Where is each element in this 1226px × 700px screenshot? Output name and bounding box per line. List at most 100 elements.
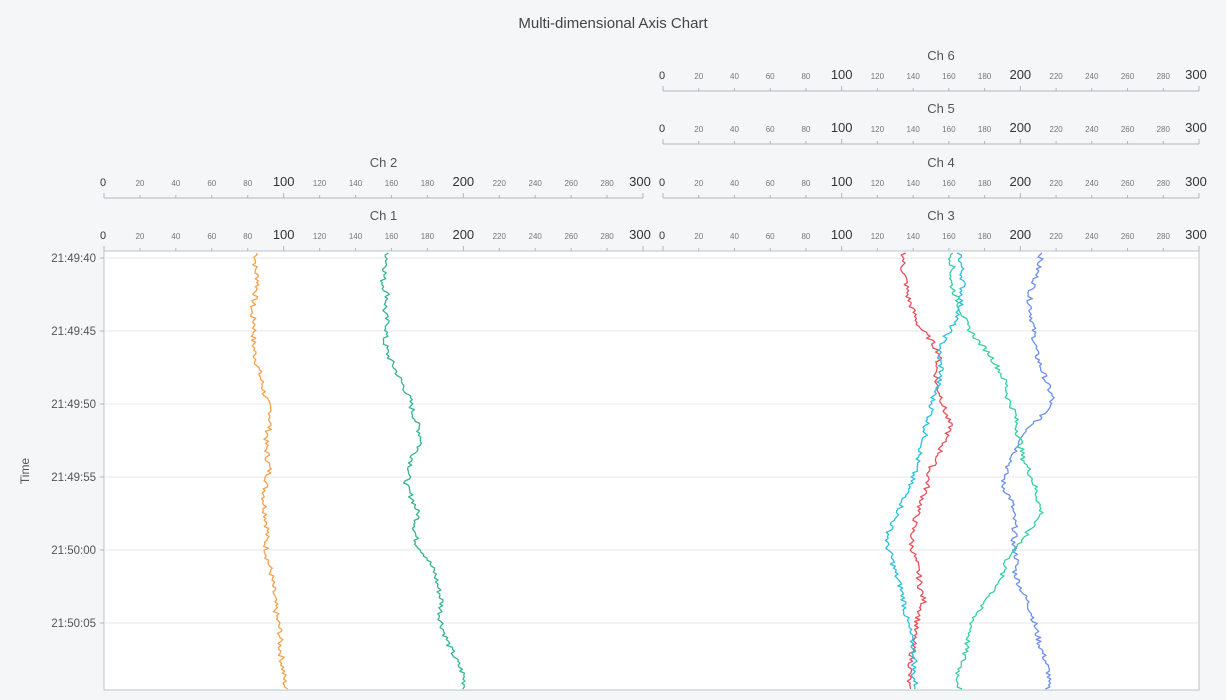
x-tick-label: 20: [694, 125, 703, 134]
x-tick-label: 40: [730, 72, 739, 81]
x-tick-label: 60: [766, 72, 775, 81]
series-line-ch-6: [947, 252, 1044, 690]
grid-lines: [104, 257, 1199, 624]
x-tick-label: 0: [659, 70, 665, 82]
x-tick-label: 40: [171, 232, 180, 241]
x-tick-label: 100: [831, 227, 853, 242]
x-tick-label: 260: [1121, 232, 1135, 241]
x-tick-label: 300: [629, 227, 651, 242]
x-axis-title: Ch 1: [370, 208, 397, 223]
x-axis-ch-5: 0 20 40 60 80 100 120 140 160 180 200 220 240 260 280 3…: [659, 101, 1207, 145]
x-tick-label: 280: [1157, 232, 1171, 241]
y-tick-label: 21:49:55: [51, 472, 96, 484]
x-tick-label: 20: [135, 232, 144, 241]
x-tick-label: 0: [659, 230, 665, 242]
x-tick-label: 100: [831, 120, 853, 135]
x-tick-label: 140: [906, 232, 920, 241]
x-tick-label: 0: [100, 230, 106, 242]
x-tick-label: 200: [1009, 227, 1031, 242]
x-axis-title: Ch 5: [927, 101, 954, 116]
x-tick-label: 240: [529, 232, 543, 241]
x-tick-label: 120: [871, 72, 885, 81]
x-tick-label: 140: [906, 125, 920, 134]
x-tick-label: 240: [1085, 125, 1099, 134]
x-tick-label: 80: [243, 179, 252, 188]
x-tick-label: 200: [1009, 67, 1031, 82]
x-tick-label: 200: [452, 227, 474, 242]
x-tick-label: 220: [1049, 232, 1063, 241]
x-tick-label: 80: [801, 72, 810, 81]
x-tick-label: 20: [135, 179, 144, 188]
series-line-ch-2: [379, 252, 466, 690]
x-tick-label: 20: [694, 232, 703, 241]
x-axis-ch-6: 0 20 40 60 80 100 120 140 160 180 200 220 240 260 280 3…: [659, 48, 1207, 92]
x-tick-label: 100: [273, 174, 295, 189]
x-tick-label: 80: [801, 179, 810, 188]
x-tick-label: 0: [100, 177, 106, 189]
x-tick-label: 260: [1121, 179, 1135, 188]
x-tick-label: 120: [871, 179, 885, 188]
x-tick-label: 300: [1185, 67, 1207, 82]
x-tick-label: 220: [493, 179, 507, 188]
y-tick-label: 21:49:40: [51, 253, 96, 265]
x-tick-label: 60: [207, 232, 216, 241]
x-tick-label: 180: [421, 232, 435, 241]
y-tick-label: 21:49:50: [51, 399, 96, 411]
series-line-ch-1: [250, 252, 289, 690]
x-axis-ch-3: 0 20 40 60 80 100 120 140 160 180 200 220 240 260 280 3…: [659, 208, 1207, 252]
x-tick-label: 40: [730, 179, 739, 188]
x-tick-label: 180: [978, 232, 992, 241]
x-tick-label: 40: [730, 125, 739, 134]
x-tick-label: 160: [385, 179, 399, 188]
x-tick-label: 100: [831, 67, 853, 82]
x-tick-label: 240: [1085, 179, 1099, 188]
x-tick-label: 120: [871, 232, 885, 241]
x-tick-label: 220: [1049, 125, 1063, 134]
plot-area: [103, 250, 1200, 691]
y-axis-title: Time: [18, 458, 32, 485]
x-tick-label: 280: [600, 179, 614, 188]
x-tick-label: 180: [421, 179, 435, 188]
x-tick-label: 280: [1157, 72, 1171, 81]
x-tick-label: 300: [629, 174, 651, 189]
x-axis-ch-2: 0 20 40 60 80 100 120 140 160 180 200 220 240 260 280 3…: [100, 155, 651, 199]
x-tick-label: 20: [694, 72, 703, 81]
x-axis-title: Ch 6: [927, 48, 954, 63]
x-tick-label: 120: [871, 125, 885, 134]
x-tick-label: 300: [1185, 227, 1207, 242]
y-tick-label: 21:50:00: [51, 545, 96, 557]
series-group: [250, 252, 1055, 690]
x-tick-label: 140: [349, 232, 363, 241]
x-tick-label: 80: [243, 232, 252, 241]
x-axis-title: Ch 3: [927, 208, 954, 223]
x-tick-label: 140: [906, 72, 920, 81]
x-tick-label: 20: [694, 179, 703, 188]
x-tick-label: 140: [906, 179, 920, 188]
x-axis-title: Ch 2: [370, 155, 397, 170]
x-tick-label: 80: [801, 232, 810, 241]
x-tick-label: 160: [942, 125, 956, 134]
y-tick-label: 21:49:45: [51, 326, 96, 338]
x-tick-label: 300: [1185, 120, 1207, 135]
x-axes: 0 20 40 60 80 100 120 140 160 180 200 220 240 260 280 3…: [100, 48, 1207, 252]
x-tick-label: 160: [942, 232, 956, 241]
chart-title: Multi-dimensional Axis Chart: [518, 15, 708, 32]
x-tick-label: 180: [978, 125, 992, 134]
series-line-ch-4: [900, 252, 953, 689]
x-tick-label: 40: [730, 232, 739, 241]
x-tick-label: 280: [600, 232, 614, 241]
series-line-ch-5: [884, 252, 966, 690]
x-tick-label: 220: [493, 232, 507, 241]
x-tick-label: 200: [1009, 174, 1031, 189]
y-tick-label: 21:50:05: [51, 618, 96, 630]
x-tick-label: 200: [452, 174, 474, 189]
x-tick-label: 160: [942, 179, 956, 188]
plot-frame: [103, 250, 1200, 691]
y-axis: 21:49:40 21:49:45 21:49:50 21:49:55 21:50:00…: [51, 253, 104, 630]
x-tick-label: 220: [1049, 179, 1063, 188]
x-tick-label: 120: [313, 232, 327, 241]
x-tick-label: 240: [529, 179, 543, 188]
x-tick-label: 280: [1157, 125, 1171, 134]
x-tick-label: 280: [1157, 179, 1171, 188]
